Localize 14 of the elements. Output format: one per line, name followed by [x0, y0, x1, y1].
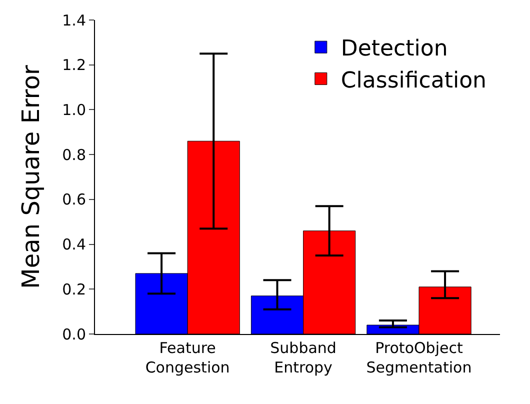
y-axis-title: Mean Square Error: [17, 65, 46, 289]
y-tick-label: 1.2: [62, 56, 86, 74]
y-tick-label: 0.4: [62, 236, 86, 254]
y-tick-label: 0.8: [62, 146, 86, 164]
legend-label: Detection: [340, 36, 448, 62]
y-tick-label: 0.0: [62, 325, 86, 344]
y-tick-label: 1.4: [62, 11, 86, 30]
x-tick-label: Feature Congestion: [145, 339, 230, 376]
x-tick-label: ProtoObject Segmentation: [366, 339, 472, 376]
legend-label: Classification: [340, 68, 486, 94]
x-tick-label: Subband Entropy: [270, 339, 336, 376]
y-tick-label: 0.6: [62, 190, 86, 209]
y-tick-label: 0.2: [62, 280, 86, 298]
y-tick-label: 1.0: [62, 100, 86, 119]
